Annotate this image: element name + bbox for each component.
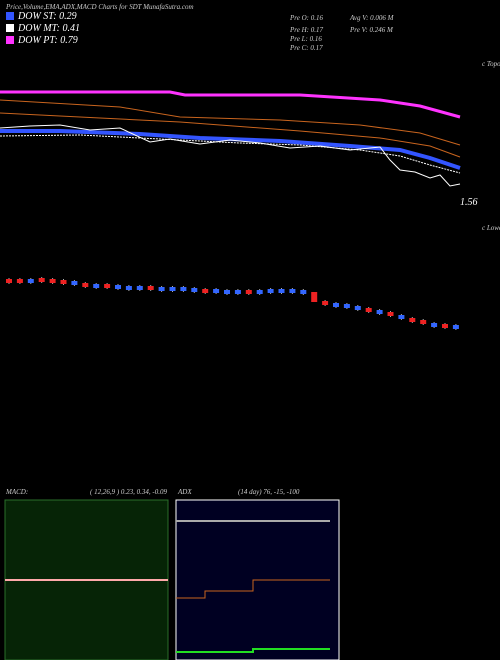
candle-body xyxy=(343,304,350,308)
candle-body xyxy=(104,284,111,288)
orange-ema xyxy=(0,99,461,146)
plus-di xyxy=(176,579,330,599)
candle-body xyxy=(147,286,154,290)
candle-body xyxy=(409,318,416,322)
info: Pre H: 0.17 xyxy=(289,26,323,34)
candle-body xyxy=(333,303,339,307)
candle-body xyxy=(6,279,12,283)
mt-line xyxy=(0,134,461,174)
legend-swatch xyxy=(6,24,14,32)
info: Pre O: 0.16 xyxy=(289,14,323,22)
candle-body xyxy=(213,289,220,293)
adx-values: (14 day) 76, -15, -100 xyxy=(238,488,300,496)
candle-body xyxy=(169,287,176,291)
volume-info: Pre V: 0.246 M xyxy=(349,26,394,34)
candle-body xyxy=(191,288,198,292)
candle-body xyxy=(115,285,121,289)
candle-body xyxy=(256,290,263,294)
macd-label: MACD: xyxy=(5,488,28,496)
pt-line xyxy=(0,90,461,119)
candle-body xyxy=(16,279,23,283)
candle-body xyxy=(136,286,143,290)
legend-label: DOW MT: 0.41 xyxy=(17,23,80,34)
volume-info: Avg V: 0.006 M xyxy=(349,14,395,22)
macd-values: ( 12,26,9 ) 0.23, 0.34, -0.09 xyxy=(90,488,167,496)
candle-body xyxy=(387,312,394,316)
candle-body xyxy=(71,281,78,285)
legend-swatch xyxy=(6,12,14,20)
orange-ema2 xyxy=(0,112,461,158)
candle-body xyxy=(300,290,307,294)
candle-body xyxy=(27,279,34,283)
price-lines xyxy=(0,90,461,187)
candle-body xyxy=(202,289,209,293)
candle-body xyxy=(289,289,296,293)
lower-label: c Lower xyxy=(482,224,500,232)
legend-label: DOW ST: 0.29 xyxy=(17,11,77,22)
minus-di xyxy=(176,648,330,653)
st-line xyxy=(0,129,461,170)
candle-body xyxy=(431,323,438,327)
legend-label: DOW PT: 0.79 xyxy=(17,35,78,46)
adx-label: ADX xyxy=(177,488,192,496)
candle-body xyxy=(158,287,165,291)
candle-body xyxy=(420,320,427,324)
close-line xyxy=(0,124,461,187)
candle-body xyxy=(311,292,318,302)
candle-body xyxy=(278,289,285,293)
candle-body xyxy=(398,315,405,319)
last-price: 1.56 xyxy=(460,197,478,208)
candle-body xyxy=(365,308,372,312)
candle-body xyxy=(180,287,187,291)
candle-body xyxy=(49,279,56,283)
info: Pre C: 0.17 xyxy=(289,44,323,52)
candle-body xyxy=(224,290,230,294)
candle-body xyxy=(267,289,274,293)
candle-body xyxy=(245,290,252,294)
candle-body xyxy=(125,286,132,290)
candle-body xyxy=(234,290,241,294)
candle-body xyxy=(376,310,383,314)
candles xyxy=(6,277,459,330)
info: Pre L: 0.16 xyxy=(289,35,322,43)
candle-body xyxy=(38,278,45,282)
candle-body xyxy=(60,280,67,284)
candle-body xyxy=(93,284,100,288)
candle-body xyxy=(82,283,89,287)
legend-swatch xyxy=(6,36,14,44)
title: Price,Volume,EMA,ADX,MACD Charts for SDT… xyxy=(5,3,194,11)
candle-body xyxy=(442,324,448,328)
upper-label: c Topo xyxy=(482,60,500,68)
candle-body xyxy=(322,301,329,305)
candle-body xyxy=(452,325,459,329)
candle-body xyxy=(354,306,361,310)
